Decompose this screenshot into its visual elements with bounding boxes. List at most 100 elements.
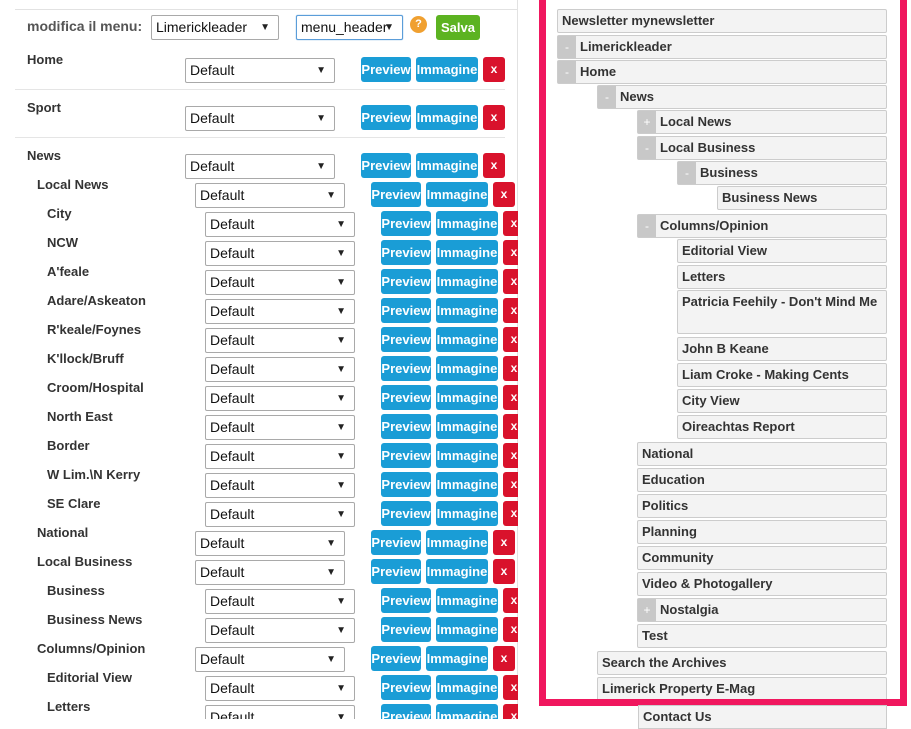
image-button[interactable]: Immagine: [436, 356, 498, 381]
delete-button[interactable]: x: [503, 327, 518, 352]
preview-button[interactable]: Preview: [381, 443, 431, 468]
tree-item-columns-opinion[interactable]: - Columns/Opinion: [637, 214, 887, 238]
image-button[interactable]: Immagine: [426, 646, 488, 671]
preview-button[interactable]: Preview: [381, 240, 431, 265]
site-select[interactable]: Limerickleader ▼: [151, 15, 279, 40]
delete-button[interactable]: x: [483, 105, 505, 130]
preview-button[interactable]: Preview: [381, 327, 431, 352]
delete-button[interactable]: x: [503, 588, 518, 613]
image-button[interactable]: Immagine: [436, 588, 498, 613]
tree-item-education[interactable]: Education: [637, 468, 887, 492]
preview-button[interactable]: Preview: [381, 269, 431, 294]
tree-item-search-the-archives[interactable]: Search the Archives: [597, 651, 887, 675]
tree-item-test[interactable]: Test: [637, 624, 887, 648]
delete-button[interactable]: x: [503, 472, 518, 497]
tree-item-limerick-property-e-mag[interactable]: Limerick Property E-Mag: [597, 677, 887, 699]
delete-button[interactable]: x: [493, 182, 515, 207]
tree-item-news[interactable]: - News: [597, 85, 887, 109]
image-button[interactable]: Immagine: [436, 385, 498, 410]
delete-button[interactable]: x: [503, 298, 518, 323]
preview-button[interactable]: Preview: [381, 675, 431, 700]
tree-item-patricia-feehily-don-t-mind-me[interactable]: Patricia Feehily - Don't Mind Me: [677, 290, 887, 334]
delete-button[interactable]: x: [503, 501, 518, 526]
image-button[interactable]: Immagine: [436, 472, 498, 497]
layout-select[interactable]: Default ▼: [205, 589, 355, 614]
tree-item-home[interactable]: - Home: [557, 60, 887, 84]
preview-button[interactable]: Preview: [381, 617, 431, 642]
delete-button[interactable]: x: [503, 211, 518, 236]
preview-button[interactable]: Preview: [381, 414, 431, 439]
delete-button[interactable]: x: [503, 269, 518, 294]
tree-item-liam-croke-making-cents[interactable]: Liam Croke - Making Cents: [677, 363, 887, 387]
preview-button[interactable]: Preview: [381, 385, 431, 410]
layout-select[interactable]: Default ▼: [205, 270, 355, 295]
tree-item-john-b-keane[interactable]: John B Keane: [677, 337, 887, 361]
expand-icon[interactable]: +: [638, 599, 656, 621]
collapse-icon[interactable]: -: [598, 86, 616, 108]
layout-select[interactable]: Default ▼: [195, 531, 345, 556]
delete-button[interactable]: x: [503, 443, 518, 468]
tree-item-city-view[interactable]: City View: [677, 389, 887, 413]
layout-select[interactable]: Default ▼: [205, 241, 355, 266]
image-button[interactable]: Immagine: [426, 559, 488, 584]
tree-item-editorial-view[interactable]: Editorial View: [677, 239, 887, 263]
collapse-icon[interactable]: -: [558, 36, 576, 58]
delete-button[interactable]: x: [503, 675, 518, 700]
preview-button[interactable]: Preview: [371, 182, 421, 207]
preview-button[interactable]: Preview: [371, 530, 421, 555]
layout-select[interactable]: Default ▼: [185, 58, 335, 83]
tree-item-letters[interactable]: Letters: [677, 265, 887, 289]
delete-button[interactable]: x: [503, 414, 518, 439]
layout-select[interactable]: Default ▼: [205, 444, 355, 469]
layout-select[interactable]: Default ▼: [205, 328, 355, 353]
layout-select[interactable]: Default ▼: [205, 473, 355, 498]
delete-button[interactable]: x: [503, 240, 518, 265]
collapse-icon[interactable]: -: [638, 137, 656, 159]
tree-item-newsletter-mynewsletter[interactable]: Newsletter mynewsletter: [557, 9, 887, 33]
delete-button[interactable]: x: [493, 646, 515, 671]
tree-item-video-photogallery[interactable]: Video & Photogallery: [637, 572, 887, 596]
help-icon[interactable]: ?: [410, 16, 427, 33]
preview-button[interactable]: Preview: [361, 105, 411, 130]
layout-select[interactable]: Default ▼: [205, 357, 355, 382]
tree-item-local-news[interactable]: + Local News: [637, 110, 887, 134]
delete-button[interactable]: x: [483, 153, 505, 178]
preview-button[interactable]: Preview: [381, 298, 431, 323]
expand-icon[interactable]: +: [638, 111, 656, 133]
preview-button[interactable]: Preview: [381, 211, 431, 236]
image-button[interactable]: Immagine: [436, 269, 498, 294]
save-button[interactable]: Salva: [436, 15, 480, 40]
tree-item-national[interactable]: National: [637, 442, 887, 466]
delete-button[interactable]: x: [493, 530, 515, 555]
image-button[interactable]: Immagine: [436, 211, 498, 236]
layout-select[interactable]: Default ▼: [205, 705, 355, 719]
tree-item-business-news[interactable]: Business News: [717, 186, 887, 210]
preview-button[interactable]: Preview: [381, 356, 431, 381]
tree-item-oireachtas-report[interactable]: Oireachtas Report: [677, 415, 887, 439]
image-button[interactable]: Immagine: [416, 105, 478, 130]
delete-button[interactable]: x: [493, 559, 515, 584]
layout-select[interactable]: Default ▼: [205, 386, 355, 411]
menu-select[interactable]: menu_header ▼: [296, 15, 403, 40]
preview-button[interactable]: Preview: [381, 704, 431, 719]
image-button[interactable]: Immagine: [436, 675, 498, 700]
image-button[interactable]: Immagine: [436, 617, 498, 642]
layout-select[interactable]: Default ▼: [185, 154, 335, 179]
preview-button[interactable]: Preview: [381, 501, 431, 526]
image-button[interactable]: Immagine: [416, 57, 478, 82]
image-button[interactable]: Immagine: [436, 704, 498, 719]
preview-button[interactable]: Preview: [381, 472, 431, 497]
tree-item-local-business[interactable]: - Local Business: [637, 136, 887, 160]
delete-button[interactable]: x: [503, 617, 518, 642]
image-button[interactable]: Immagine: [436, 240, 498, 265]
preview-button[interactable]: Preview: [361, 57, 411, 82]
layout-select[interactable]: Default ▼: [185, 106, 335, 131]
image-button[interactable]: Immagine: [436, 443, 498, 468]
tree-item-community[interactable]: Community: [637, 546, 887, 570]
preview-button[interactable]: Preview: [371, 559, 421, 584]
delete-button[interactable]: x: [503, 704, 518, 719]
tree-item-limerickleader[interactable]: - Limerickleader: [557, 35, 887, 59]
preview-button[interactable]: Preview: [371, 646, 421, 671]
image-button[interactable]: Immagine: [436, 414, 498, 439]
image-button[interactable]: Immagine: [436, 501, 498, 526]
